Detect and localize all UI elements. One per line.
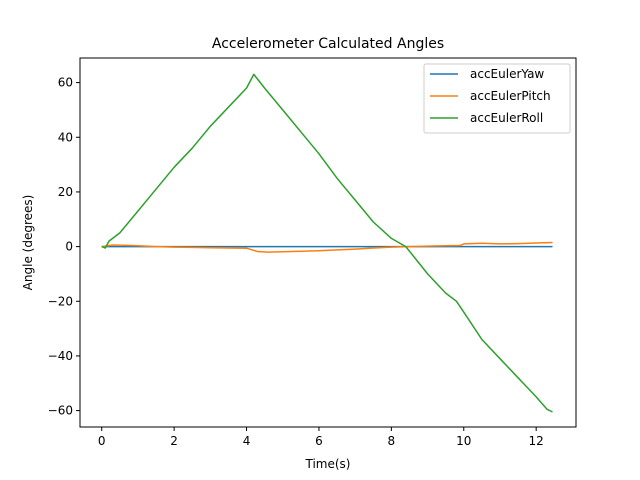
legend-label-2: accEulerRoll — [470, 111, 543, 125]
y-tick-label-4: 20 — [58, 185, 73, 199]
x-tick-label-2: 4 — [243, 434, 251, 448]
plot-area-frame — [79, 57, 577, 428]
x-tick-label-4: 8 — [388, 434, 396, 448]
x-tick-label-6: 12 — [529, 434, 544, 448]
plot-lines — [101, 73, 553, 413]
legend: accEulerYaw accEulerPitch accEulerRoll — [423, 63, 571, 134]
series-line-1 — [101, 241, 553, 253]
y-tick-label-3: 0 — [65, 240, 73, 254]
legend-label-1: accEulerPitch — [470, 89, 551, 103]
x-tick-label-3: 6 — [315, 434, 323, 448]
series-line-2 — [101, 73, 553, 413]
y-tick-label-0: −60 — [48, 404, 73, 418]
chart-title: Accelerometer Calculated Angles — [212, 36, 444, 52]
y-tick-label-1: −40 — [48, 349, 73, 363]
legend-frame — [423, 63, 571, 134]
y-axis: −60 −40 −20 0 20 40 60 — [48, 76, 80, 418]
y-tick-label-6: 60 — [58, 76, 73, 90]
x-axis-label: Time(s) — [305, 457, 351, 471]
y-axis-label: Angle (degrees) — [21, 195, 35, 291]
x-tick-label-1: 2 — [170, 434, 178, 448]
x-axis: 0 2 4 6 8 10 12 — [98, 427, 544, 448]
y-tick-label-5: 40 — [58, 130, 73, 144]
x-tick-label-0: 0 — [98, 434, 106, 448]
x-tick-label-5: 10 — [456, 434, 471, 448]
legend-label-0: accEulerYaw — [470, 67, 544, 81]
y-tick-label-2: −20 — [48, 294, 73, 308]
